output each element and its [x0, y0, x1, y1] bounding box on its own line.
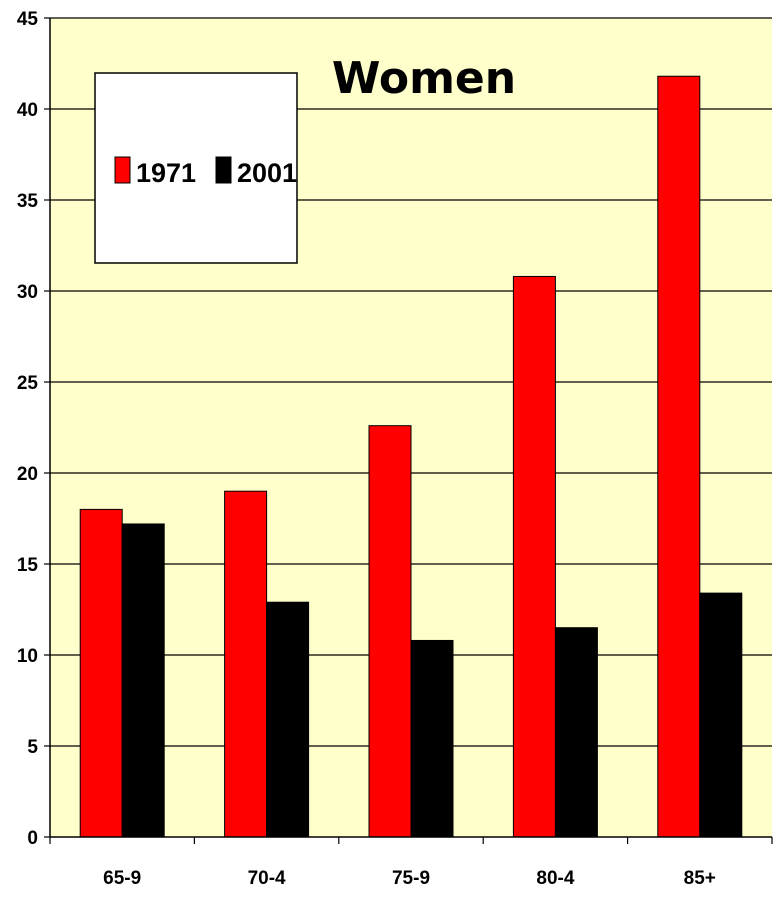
y-axis-ticks: 0 5 10 15 20 25 30 35 40 45 [17, 9, 50, 849]
legend-label-2001: 2001 [237, 158, 297, 188]
bar-2001-65-9 [121, 523, 165, 838]
bar-1971-85+ [657, 75, 701, 838]
bar-1971-80-4 [512, 275, 556, 838]
y-tick-label: 5 [27, 737, 38, 758]
y-tick-label: 10 [17, 646, 38, 667]
bar-1971-70-4 [224, 490, 268, 838]
bar-2001-70-4 [266, 601, 310, 838]
x-tick-label: 65-9 [103, 868, 141, 889]
x-tick-label: 85+ [684, 868, 716, 889]
y-tick-label: 0 [27, 828, 38, 849]
y-tick-label: 15 [17, 555, 39, 576]
bar-1971-75-9 [368, 425, 412, 838]
chart-title: Women [332, 53, 516, 104]
bar-2001-75-9 [410, 639, 454, 838]
y-tick-label: 35 [17, 191, 39, 212]
y-tick-label: 40 [17, 100, 38, 121]
x-axis-ticks: 65-9 70-4 75-9 80-4 85+ [49, 837, 773, 889]
x-tick-label: 75-9 [392, 868, 430, 889]
x-tick-label: 70-4 [248, 868, 286, 889]
legend-label-1971: 1971 [136, 158, 196, 188]
bar-2001-80-4 [554, 627, 598, 838]
y-tick-label: 30 [17, 282, 38, 303]
bar-1971-65-9 [79, 508, 123, 838]
legend: 1971 2001 [94, 72, 298, 264]
y-tick-label: 20 [17, 464, 38, 485]
legend-swatch-2001 [215, 156, 232, 184]
y-tick-label: 45 [17, 9, 39, 30]
bar-2001-85+ [699, 592, 743, 838]
bars [79, 75, 743, 838]
legend-swatch-1971 [114, 156, 131, 184]
x-tick-label: 80-4 [536, 868, 574, 889]
y-tick-label: 25 [17, 373, 39, 394]
